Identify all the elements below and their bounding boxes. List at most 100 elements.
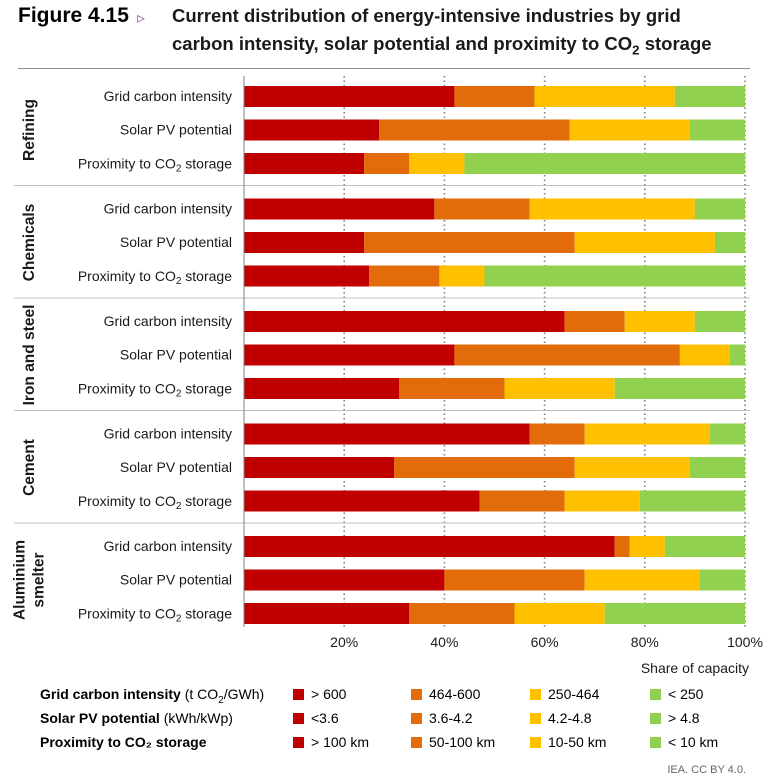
bar-segment — [244, 423, 530, 445]
bar-segment — [614, 378, 745, 399]
bar-segment — [709, 423, 745, 445]
legend-item: 250-464 — [530, 686, 599, 702]
bar-label: Solar PV potential — [120, 459, 232, 475]
bar-segment — [244, 153, 365, 174]
bar-segment — [564, 311, 625, 332]
bar-segment — [244, 265, 370, 287]
legend-swatch — [530, 737, 541, 748]
group-label: Cement — [21, 439, 38, 496]
bar-label: Grid carbon intensity — [104, 201, 232, 217]
bar-label: Grid carbon intensity — [104, 538, 232, 554]
bar-segment — [689, 457, 745, 478]
legend-swatch — [650, 689, 661, 700]
bar-segment — [564, 490, 640, 512]
bar-label: Proximity to CO2 storage — [78, 268, 232, 287]
bar-label: Grid carbon intensity — [104, 426, 232, 442]
legend-item-label: 10-50 km — [548, 734, 607, 750]
bar-segment — [369, 265, 440, 287]
legend-item: < 250 — [650, 686, 703, 702]
legend-item: 464-600 — [411, 686, 480, 702]
bar-segment — [244, 86, 455, 107]
bar-segment — [364, 232, 575, 253]
bar-segment — [244, 569, 445, 591]
chart-title-line-2-text: carbon intensity, solar potential and pr… — [172, 33, 633, 54]
bar-segment — [364, 153, 410, 174]
bar-segment — [379, 119, 570, 141]
legend-swatch — [411, 737, 422, 748]
legend-swatch — [293, 689, 304, 700]
bar-segment — [244, 198, 435, 220]
legend-item-label: 3.6-4.2 — [429, 710, 473, 726]
bar-segment — [629, 536, 665, 557]
legend-swatch — [411, 689, 422, 700]
bar-segment — [399, 378, 505, 399]
bar-segment — [694, 311, 745, 332]
bar-segment — [624, 311, 695, 332]
bar-segment — [674, 86, 745, 107]
bar-segment — [244, 603, 410, 624]
bar-label: Grid carbon intensity — [104, 88, 232, 104]
bar-segment — [529, 198, 695, 220]
title-divider — [18, 68, 750, 69]
legend-title: Solar PV potential (kWh/kWp) — [40, 710, 233, 726]
bar-label: Proximity to CO2 storage — [78, 380, 232, 399]
bar-label: Solar PV potential — [120, 572, 232, 588]
bar-segment — [409, 153, 465, 174]
legend-item: < 10 km — [650, 734, 718, 750]
bar-segment — [574, 457, 690, 478]
bar-segment — [244, 457, 395, 478]
legend-swatch — [293, 737, 304, 748]
legend-title-text: Proximity to CO₂ storage — [40, 734, 207, 750]
bar-segment — [639, 490, 745, 512]
bar-segment — [679, 344, 730, 366]
bar-segment — [514, 603, 605, 624]
bar-label: Solar PV potential — [120, 347, 232, 363]
figure-arrow-icon: ▹ — [137, 10, 146, 27]
legend-title-text: Grid carbon intensity — [40, 686, 181, 702]
x-tick-label: 40% — [430, 634, 458, 650]
bar-segment — [244, 536, 615, 557]
x-axis-title: Share of capacity — [641, 660, 749, 676]
legend-item-label: 50-100 km — [429, 734, 496, 750]
legend-swatch — [530, 713, 541, 724]
bar-segment — [434, 198, 530, 220]
bar-segment — [689, 119, 745, 141]
legend-title: Proximity to CO₂ storage — [40, 734, 206, 750]
x-tick-label: 60% — [531, 634, 559, 650]
bar-label: Solar PV potential — [120, 122, 232, 138]
legend-unit: (kWh/kWp) — [159, 710, 233, 726]
chart-title-line-1: Current distribution of energy-intensive… — [172, 5, 681, 26]
legend-item-label: < 250 — [668, 686, 704, 702]
legend-item-label: > 600 — [311, 686, 347, 702]
group-label: Aluminium — [12, 540, 29, 620]
legend-swatch — [650, 713, 661, 724]
bar-label: Grid carbon intensity — [104, 313, 232, 329]
bar-segment — [409, 603, 515, 624]
bar-segment — [479, 490, 565, 512]
bar-segment — [244, 378, 400, 399]
legend-item-label: < 10 km — [668, 734, 719, 750]
legend-item-label: 250-464 — [548, 686, 600, 702]
bar-segment — [604, 603, 745, 624]
legend-item-label: > 4.8 — [668, 710, 700, 726]
legend-item-label: > 100 km — [311, 734, 369, 750]
bar-segment — [454, 86, 535, 107]
bar-segment — [454, 344, 680, 366]
bar-segment — [574, 232, 715, 253]
chart-title-subscript: 2 — [632, 42, 640, 58]
bar-segment — [534, 86, 675, 107]
chart-title-line-2-end: storage — [639, 33, 712, 54]
x-tick-label: 20% — [330, 634, 358, 650]
bar-segment — [464, 153, 745, 174]
figure-header: Figure 4.15 ▹ Current distribution of en… — [0, 0, 768, 70]
legend-item: <3.6 — [293, 710, 339, 726]
legend-swatch — [293, 713, 304, 724]
bar-segment — [584, 423, 710, 445]
group-label: Chemicals — [21, 204, 38, 282]
legend: Grid carbon intensity (t CO2/GWh) > 600 46… — [0, 680, 768, 770]
legend-item-label: 464-600 — [429, 686, 481, 702]
x-tick-label: 80% — [631, 634, 659, 650]
legend-swatch — [650, 737, 661, 748]
bar-segment — [569, 119, 690, 141]
chart-title-line-2: carbon intensity, solar potential and pr… — [172, 33, 712, 58]
